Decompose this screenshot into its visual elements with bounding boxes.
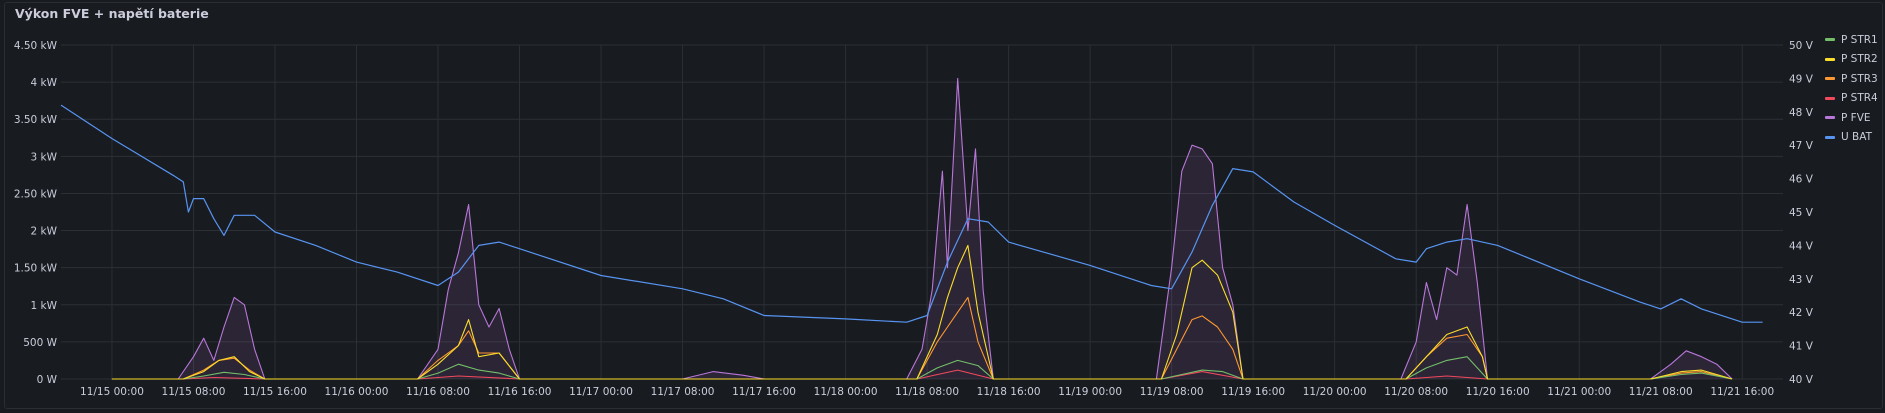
x-tick-label: 11/17 08:00 <box>651 386 715 398</box>
legend-item[interactable]: P STR2 <box>1825 50 1885 70</box>
x-tick-label: 11/18 00:00 <box>814 386 878 398</box>
legend-item[interactable]: P STR3 <box>1825 69 1885 89</box>
right-tick-label: 40 V <box>1789 374 1814 386</box>
series-layer <box>60 77 1763 380</box>
x-tick-label: 11/16 00:00 <box>325 386 389 398</box>
legend-swatch <box>1825 96 1835 100</box>
series-line-u-bat <box>60 104 1763 323</box>
right-tick-label: 47 V <box>1789 140 1814 152</box>
x-tick-label: 11/17 16:00 <box>732 386 796 398</box>
series-line-p-str4 <box>111 369 1488 380</box>
left-tick-label: 500 W <box>23 337 57 349</box>
left-tick-label: 3 kW <box>31 151 58 163</box>
x-tick-label: 11/20 16:00 <box>1466 386 1530 398</box>
panel-title[interactable]: Výkon FVE + napětí baterie <box>15 6 209 21</box>
x-tick-label: 11/21 16:00 <box>1710 386 1774 398</box>
legend-label: P STR4 <box>1841 92 1878 105</box>
series-line-p-str2 <box>111 244 1733 380</box>
x-tick-label: 11/21 08:00 <box>1629 386 1693 398</box>
x-tick-label: 11/15 00:00 <box>80 386 144 398</box>
x-tick-label: 11/19 16:00 <box>1221 386 1285 398</box>
legend-label: P STR3 <box>1841 72 1878 85</box>
left-tick-label: 1.50 kW <box>14 263 58 275</box>
legend-swatch <box>1825 116 1835 120</box>
x-tick-label: 11/15 16:00 <box>243 386 307 398</box>
chart-grid <box>61 44 1783 380</box>
right-tick-label: 43 V <box>1789 274 1814 286</box>
right-tick-label: 42 V <box>1789 307 1814 319</box>
x-tick-label: 11/17 00:00 <box>569 386 633 398</box>
legend-item[interactable]: P FVE <box>1825 108 1885 128</box>
x-axis: 11/15 00:00 11/15 08:00 11/15 16:00 11/16 0… <box>80 386 1774 398</box>
legend-swatch <box>1825 135 1835 139</box>
legend-swatch <box>1825 77 1835 81</box>
legend-label: P STR1 <box>1841 33 1878 46</box>
left-tick-label: 4 kW <box>31 77 58 89</box>
left-tick-label: 2 kW <box>31 226 58 238</box>
x-tick-label: 11/16 16:00 <box>488 386 552 398</box>
right-y-axis: 40 V 41 V 42 V 43 V 44 V 45 V 46 V 47 V 48 V 49 V… <box>1789 40 1814 386</box>
right-tick-label: 50 V <box>1789 40 1814 52</box>
left-tick-label: 2.50 kW <box>14 188 58 200</box>
legend-item[interactable]: P STR4 <box>1825 89 1885 109</box>
x-tick-label: 11/20 08:00 <box>1384 386 1448 398</box>
right-tick-label: 46 V <box>1789 174 1814 186</box>
left-tick-label: 1 kW <box>31 300 58 312</box>
left-y-axis: 0 W 500 W 1 kW 1.50 kW 2 kW 2.50 kW 3 kW 3.50 k… <box>14 40 58 386</box>
x-tick-label: 11/18 16:00 <box>977 386 1041 398</box>
legend-item[interactable]: P STR1 <box>1825 30 1885 50</box>
left-tick-label: 0 W <box>37 374 58 386</box>
right-tick-label: 45 V <box>1789 207 1814 219</box>
x-tick-label: 11/15 08:00 <box>162 386 226 398</box>
x-tick-label: 11/16 08:00 <box>406 386 470 398</box>
left-tick-label: 4.50 kW <box>14 40 58 52</box>
legend-label: P STR2 <box>1841 53 1878 66</box>
right-tick-label: 41 V <box>1789 341 1814 353</box>
series-line-p-fve <box>111 77 1733 380</box>
x-tick-label: 11/18 08:00 <box>895 386 959 398</box>
legend-item[interactable]: U BAT <box>1825 128 1885 148</box>
chart-panel: Výkon FVE + napětí baterie <box>4 2 1883 409</box>
series-area-p-fve <box>111 78 1733 380</box>
right-tick-label: 49 V <box>1789 73 1814 85</box>
x-tick-label: 11/20 00:00 <box>1303 386 1367 398</box>
x-tick-label: 11/21 00:00 <box>1547 386 1611 398</box>
chart-legend: P STR1 P STR2 P STR3 P STR4 P FVE U BAT <box>1825 30 1885 147</box>
right-tick-label: 48 V <box>1789 107 1814 119</box>
legend-swatch <box>1825 57 1835 61</box>
legend-swatch <box>1825 38 1835 42</box>
x-tick-label: 11/19 08:00 <box>1140 386 1204 398</box>
left-tick-label: 3.50 kW <box>14 114 58 126</box>
legend-label: P FVE <box>1841 111 1871 124</box>
legend-label: U BAT <box>1841 131 1873 144</box>
x-tick-label: 11/19 00:00 <box>1058 386 1122 398</box>
right-tick-label: 44 V <box>1789 240 1814 252</box>
